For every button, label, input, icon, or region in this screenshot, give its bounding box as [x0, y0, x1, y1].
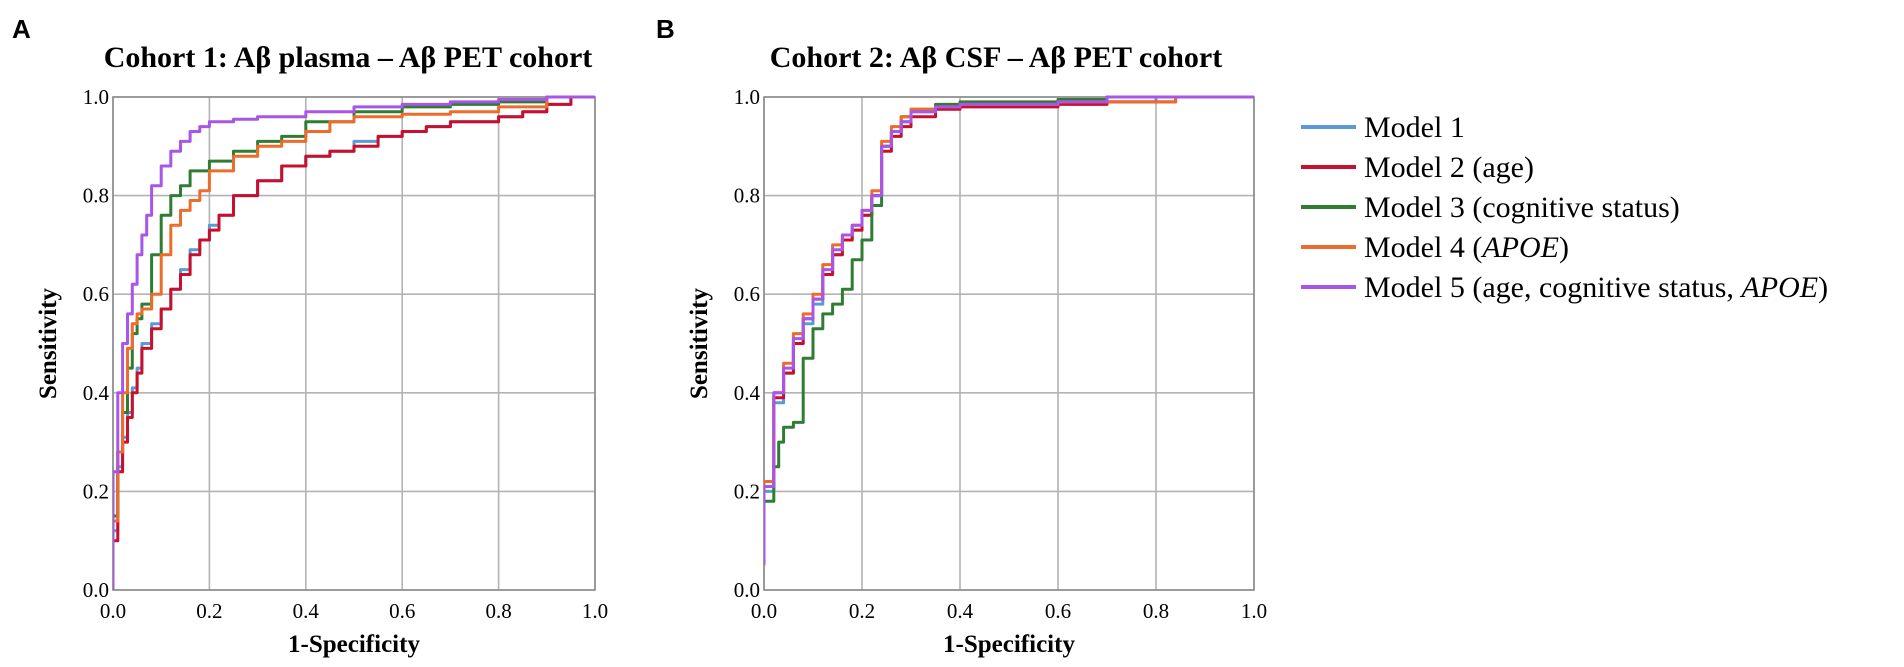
roc-curve-model-4: [764, 95, 1254, 551]
x-tick-label: 0.6: [1045, 599, 1071, 623]
y-tick-label: 0.4: [83, 381, 110, 405]
y-tick-label: 0.0: [734, 578, 760, 602]
x-axis-title: 1-Specificity: [943, 631, 1075, 658]
x-tick-label: 1.0: [582, 599, 608, 623]
y-tick-label: 0.8: [734, 184, 760, 208]
y-tick-label: 0.8: [83, 184, 109, 208]
panel-b: B Cohort 2: Aβ CSF – Aβ PET cohort 0.0 0.2 0…: [656, 14, 1267, 658]
x-tick-label: 0.6: [389, 599, 415, 623]
roc-curve-model-5: [113, 95, 595, 590]
y-tick-label: 0.6: [83, 282, 109, 306]
roc-curve-model-4: [113, 95, 595, 590]
x-tick-label: 0.2: [849, 599, 875, 623]
chart-title: Cohort 1: Aβ plasma – Aβ PET cohort: [104, 41, 593, 74]
legend-item: Model 3 (cognitive status): [1301, 191, 1680, 224]
y-tick-label: 0.6: [734, 282, 760, 306]
legend-label: Model 3 (cognitive status): [1364, 191, 1680, 224]
y-tick-label: 0.0: [83, 578, 109, 602]
y-axis-title: Sensitivity: [686, 287, 713, 399]
legend-item: Model 1: [1301, 111, 1465, 144]
y-axis-title: Sensitivity: [35, 287, 62, 399]
panel-label: B: [656, 14, 675, 44]
roc-curve-model-5: [764, 95, 1254, 566]
roc-curve-model-1: [113, 95, 595, 590]
roc-curve-model-3: [113, 95, 595, 590]
legend-label: Model 1: [1364, 111, 1465, 144]
x-tick-label: 0.2: [196, 599, 222, 623]
legend-label: Model 4 (APOE): [1364, 231, 1569, 264]
x-tick-label: 0.0: [100, 599, 126, 623]
x-tick-label: 0.8: [485, 599, 511, 623]
x-tick-label: 0.8: [1143, 599, 1169, 623]
x-tick-label: 0.0: [751, 599, 777, 623]
panel-label: A: [12, 14, 31, 44]
y-tick-label: 0.2: [83, 479, 109, 503]
legend-label: Model 2 (age): [1364, 151, 1534, 184]
y-tick-label: 0.2: [734, 479, 760, 503]
x-tick-label: 0.4: [293, 599, 320, 623]
x-tick-label: 0.4: [947, 599, 974, 623]
y-tick-label: 1.0: [734, 85, 760, 109]
legend-item: Model 4 (APOE): [1301, 231, 1569, 264]
chart-title: Cohort 2: Aβ CSF – Aβ PET cohort: [770, 41, 1222, 74]
legend-item: Model 2 (age): [1301, 151, 1534, 184]
y-tick-label: 1.0: [83, 85, 109, 109]
roc-curve-model-2: [764, 95, 1254, 556]
roc-curve-model-2: [113, 95, 595, 590]
legend-item: Model 5 (age, cognitive status, APOE): [1301, 271, 1828, 304]
x-axis-title: 1-Specificity: [288, 631, 420, 658]
plot-frame: [112, 96, 596, 591]
legend-label: Model 5 (age, cognitive status, APOE): [1364, 271, 1828, 304]
roc-curve-model-3: [764, 95, 1254, 541]
legend: Model 1 Model 2 (age) Model 3 (cognitive s…: [1301, 111, 1828, 304]
x-tick-label: 1.0: [1241, 599, 1267, 623]
y-tick-label: 0.4: [734, 381, 761, 405]
plot-frame: [763, 96, 1255, 591]
